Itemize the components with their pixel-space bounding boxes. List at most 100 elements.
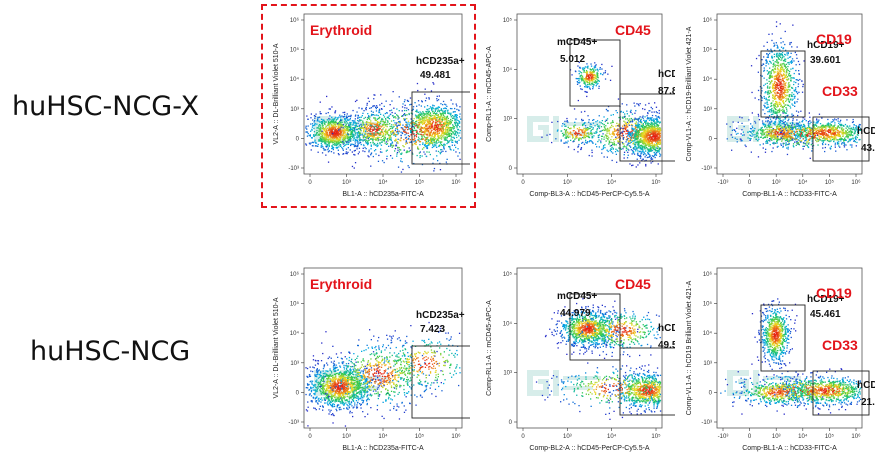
x-tick-label: 10⁶ — [851, 433, 861, 440]
y-tick-label: 0 — [709, 390, 713, 396]
x-tick-label: 10⁶ — [851, 179, 861, 186]
x-tick-label: 10⁶ — [451, 433, 461, 440]
population-title: CD45 — [615, 22, 651, 38]
flow-plot-erythroid-ncg-x: hCD235a+ 49.481 Erythroid 0 10³ 10⁴ 10⁵ 10⁶ 10⁶ 1… — [265, 8, 470, 208]
gate-value: 21.485 — [861, 397, 875, 408]
y-tick-label: 10³ — [503, 117, 512, 123]
x-tick-label: 10⁴ — [798, 179, 808, 186]
plot-svg: hCD19+45.461hCD33+21.485CD19CD33-10³010³… — [680, 262, 875, 472]
y-tick-label: -10³ — [288, 420, 299, 426]
flow-plot-erythroid-ncg: hCD235a+ 7.423 Erythroid 0 10³ 10⁴ 10⁵ 10⁶ 10⁶ 10… — [265, 262, 470, 462]
population-title: CD45 — [615, 276, 651, 292]
population-title-secondary: CD33 — [822, 337, 858, 353]
plot-svg: hCD235a+ 49.481 Erythroid 0 10³ 10⁴ 10⁵ 10⁶ 10⁶ 1… — [265, 8, 470, 208]
x-tick-label: 10⁵ — [651, 433, 661, 440]
gate-label: mCD45+ — [557, 291, 597, 302]
y-axis-label: VL2-A :: DL-Brilliant Violet 510-A — [273, 43, 280, 144]
population-title: Erythroid — [310, 276, 372, 292]
y-tick-label: 10⁶ — [290, 271, 300, 278]
x-tick-label: 10⁴ — [378, 433, 388, 440]
x-tick-label: 10⁵ — [651, 179, 661, 186]
plot-svg: hCD235a+ 7.423 Erythroid 0 10³ 10⁴ 10⁵ 10⁶ 10⁶ 10… — [265, 262, 470, 462]
plot-svg: mCD45+5.012hCD45+87.897CD45010³10⁴10⁵10⁵… — [480, 8, 675, 208]
gate-value: 45.461 — [810, 309, 841, 320]
y-tick-label: 10⁴ — [703, 76, 713, 83]
y-tick-label: 0 — [709, 136, 713, 142]
y-tick-label: 10³ — [290, 107, 299, 113]
gate-value: 49.576 — [658, 340, 675, 351]
x-tick-label: 0 — [521, 180, 525, 186]
y-tick-label: 10³ — [290, 361, 299, 367]
gate-label: hCD45+ — [658, 323, 675, 334]
y-tick-label: 0 — [296, 390, 300, 396]
row-label-ncg-x: huHSC-NCG-X — [12, 91, 199, 122]
y-tick-label: 10³ — [703, 361, 712, 367]
gate-label: hCD33+ — [857, 380, 875, 391]
gate-label: hCD235a+ — [416, 310, 465, 321]
x-tick-label: -10³ — [718, 180, 729, 186]
plot-svg: hCD19+39.601hCD33+43.752CD19CD33-10³010³… — [680, 8, 875, 218]
y-tick-label: 10⁴ — [290, 76, 300, 83]
population-title: Erythroid — [310, 22, 372, 38]
population-title-secondary: CD33 — [822, 83, 858, 99]
y-tick-label: 10⁴ — [703, 330, 713, 337]
x-tick-label: 10³ — [342, 180, 351, 186]
x-tick-label: 10⁶ — [451, 179, 461, 186]
x-tick-label: -10³ — [718, 434, 729, 440]
gate-value: 5.012 — [560, 54, 585, 65]
x-tick-label: 10⁵ — [415, 433, 425, 440]
y-tick-label: 10⁴ — [503, 66, 513, 73]
x-tick-label: 0 — [308, 180, 312, 186]
x-tick-label: 10⁵ — [825, 179, 835, 186]
y-tick-label: 10⁶ — [703, 271, 713, 278]
x-tick-label: 0 — [308, 434, 312, 440]
row-label-ncg: huHSC-NCG — [30, 336, 190, 367]
population-title: CD19 — [816, 285, 852, 301]
x-tick-label: 0 — [748, 180, 752, 186]
y-tick-label: 10⁵ — [503, 271, 513, 278]
x-axis-label: Comp-BL1-A :: hCD33-FITC-A — [742, 445, 837, 452]
y-tick-label: 0 — [509, 420, 513, 426]
x-tick-label: 10⁴ — [378, 179, 388, 186]
gate-value: 87.897 — [658, 86, 675, 97]
plot-svg: mCD45+ 44.979 hCD45+ 49.576 CD45 0 10³ 10⁴ 10⁵ 10… — [480, 262, 675, 462]
y-tick-label: 0 — [509, 166, 513, 172]
y-tick-label: 0 — [296, 136, 300, 142]
x-axis-label: Comp-BL2-A :: hCD45-PerCP-Cy5.5-A — [529, 445, 650, 452]
y-axis-label: Comp-VL1-A :: hCD19-Brilliant Violet 421… — [686, 26, 693, 161]
gate-label: hCD33+ — [857, 126, 875, 137]
x-tick-label: 10⁴ — [798, 433, 808, 440]
x-tick-label: 0 — [521, 434, 525, 440]
flow-plot-cd19-cd33-ncg-x: hCD19+39.601hCD33+43.752CD19CD33-10³010³… — [680, 8, 875, 218]
gate-value: 7.423 — [420, 324, 445, 335]
x-tick-label: 10³ — [563, 434, 572, 440]
y-tick-label: 10⁵ — [503, 17, 513, 24]
x-tick-label: 10³ — [772, 180, 781, 186]
gate-value: 49.481 — [420, 70, 451, 81]
y-tick-label: 10³ — [503, 371, 512, 377]
gate-label: hCD235a+ — [416, 56, 465, 67]
y-tick-label: 10⁶ — [290, 17, 300, 24]
x-axis-label: BL1-A :: hCD235a-FITC-A — [342, 191, 424, 198]
flow-plot-cd45-ncg: mCD45+ 44.979 hCD45+ 49.576 CD45 0 10³ 10⁴ 10⁵ 10… — [480, 262, 675, 462]
gate-label: mCD45+ — [557, 37, 597, 48]
gate-value: 39.601 — [810, 55, 841, 66]
y-axis-label: VL2-A :: DL-Brilliant Violet 510-A — [273, 297, 280, 398]
y-tick-label: 10⁴ — [290, 330, 300, 337]
y-tick-label: -10³ — [701, 166, 712, 172]
x-axis-label: Comp-BL1-A :: hCD33-FITC-A — [742, 191, 837, 198]
y-tick-label: 10⁶ — [703, 17, 713, 24]
x-tick-label: 10⁵ — [415, 179, 425, 186]
y-axis-label: Comp-RL1-A :: mCD45-APC-A — [486, 300, 493, 396]
y-tick-label: 10⁵ — [290, 47, 300, 54]
gate-value: 44.979 — [560, 308, 591, 319]
x-axis-label: Comp-BL3-A :: hCD45-PerCP-Cy5.5-A — [529, 191, 650, 198]
x-tick-label: 10⁵ — [825, 433, 835, 440]
y-axis-label: Comp-RL1-A :: mCD45-APC-A — [486, 46, 493, 142]
y-axis-label: Comp-VL1-A :: hCD19 Brilliant Violet 421… — [686, 280, 693, 415]
y-tick-label: 10⁴ — [503, 320, 513, 327]
x-tick-label: 10⁴ — [607, 179, 617, 186]
x-tick-label: 10⁴ — [607, 433, 617, 440]
population-title: CD19 — [816, 31, 852, 47]
y-tick-label: 10⁵ — [703, 47, 713, 54]
